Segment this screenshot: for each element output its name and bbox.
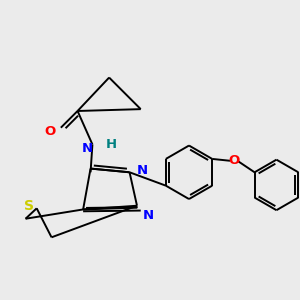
Text: O: O (228, 154, 239, 167)
Text: N: N (142, 208, 154, 221)
Text: N: N (81, 142, 92, 154)
Text: O: O (44, 125, 55, 138)
Text: H: H (105, 138, 117, 151)
Text: N: N (136, 164, 147, 177)
Text: S: S (23, 200, 34, 214)
